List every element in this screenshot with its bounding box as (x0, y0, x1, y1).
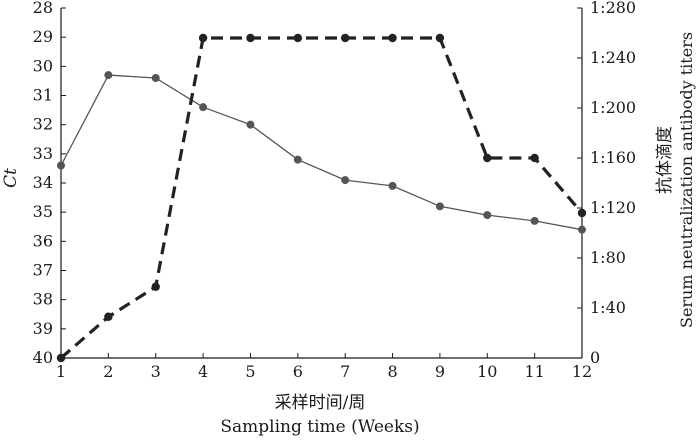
x-axis-label-cn: 采样时间/周 (275, 393, 366, 413)
ticks: 1 2 3 4 5 6 7 8 9 10 11 122829303132333435363738394… (33, 0, 636, 381)
antibody-data-point (483, 153, 492, 163)
ct-data-point (293, 155, 302, 164)
antibody-data-point (198, 33, 208, 43)
x-tick-label: 12 (572, 362, 592, 381)
ct-data-point (104, 71, 113, 80)
series (56, 33, 587, 363)
y-left-tick-label: 36 (33, 231, 53, 250)
y-axis-label-right-en: Serum neutralization antibody titers (677, 32, 696, 328)
ct-data-point (151, 74, 160, 82)
x-axis-label-en: Sampling time (Weeks) (220, 417, 419, 437)
x-tick-label: 5 (245, 362, 255, 381)
ct-data-point (578, 225, 586, 234)
x-tick-label: 4 (198, 362, 208, 381)
x-tick-label: 11 (524, 362, 544, 381)
antibody-data-point (104, 312, 113, 321)
y-left-tick-label: 31 (33, 86, 53, 105)
y-axis-label-left: Ct (1, 168, 21, 188)
ct-data-point (435, 202, 444, 211)
y-left-tick-label: 35 (33, 202, 53, 221)
y-right-tick-label: 1:40 (590, 298, 626, 317)
antibody-series-line (59, 36, 584, 360)
x-tick-label: 3 (151, 362, 161, 381)
y-right-tick-label: 1:160 (590, 148, 636, 167)
y-left-tick-label: 29 (33, 27, 53, 46)
ct-data-point (246, 120, 255, 129)
ct-data-point (57, 161, 65, 170)
ct-data-point (388, 181, 397, 190)
y-left-tick-label: 37 (33, 261, 53, 280)
antibody-data-point (151, 282, 160, 291)
y-left-tick-label: 34 (33, 173, 53, 192)
axis-labels: 采样时间/周 Sampling time (Weeks) Ct 抗体滴度 Ser… (1, 32, 696, 437)
y-left-tick-label: 38 (33, 290, 53, 309)
antibody-data-point (530, 153, 539, 163)
ct-data-point (199, 103, 208, 112)
y-right-tick-label: 1:240 (590, 48, 636, 67)
y-right-tick-label: 1:80 (590, 248, 626, 267)
x-tick-label: 6 (293, 362, 303, 381)
y-left-tick-label: 28 (33, 0, 53, 17)
y-left-tick-label: 30 (33, 56, 53, 75)
x-tick-label: 1 (56, 362, 66, 381)
x-tick-label: 8 (387, 362, 397, 381)
antibody-data-point (340, 33, 350, 43)
y-left-tick-label: 40 (33, 348, 53, 367)
y-left-tick-label: 33 (33, 144, 53, 163)
x-tick-label: 9 (435, 362, 445, 381)
x-tick-label: 10 (477, 362, 497, 381)
y-right-tick-label: 0 (590, 348, 600, 367)
x-tick-label: 2 (103, 362, 113, 381)
antibody-data-point (293, 33, 303, 43)
ct-data-point (530, 216, 539, 225)
antibody-data-point (246, 33, 255, 43)
antibody-data-point (388, 33, 397, 43)
y-right-tick-label: 1:200 (590, 98, 636, 117)
axes (60, 8, 583, 359)
ct-data-point (341, 176, 350, 185)
y-left-tick-label: 32 (33, 115, 53, 134)
antibody-data-point (435, 33, 445, 43)
ct-series-line (60, 74, 583, 231)
y-left-tick-label: 39 (33, 319, 53, 338)
y-right-tick-label: 1:120 (590, 198, 636, 217)
x-tick-label: 7 (340, 362, 350, 381)
y-axis-label-right-cn: 抗体滴度 (655, 126, 675, 194)
y-right-tick-label: 1:280 (590, 0, 636, 17)
antibody-data-point (56, 353, 66, 363)
antibody-data-point (577, 208, 587, 218)
ct-data-point (483, 211, 492, 220)
